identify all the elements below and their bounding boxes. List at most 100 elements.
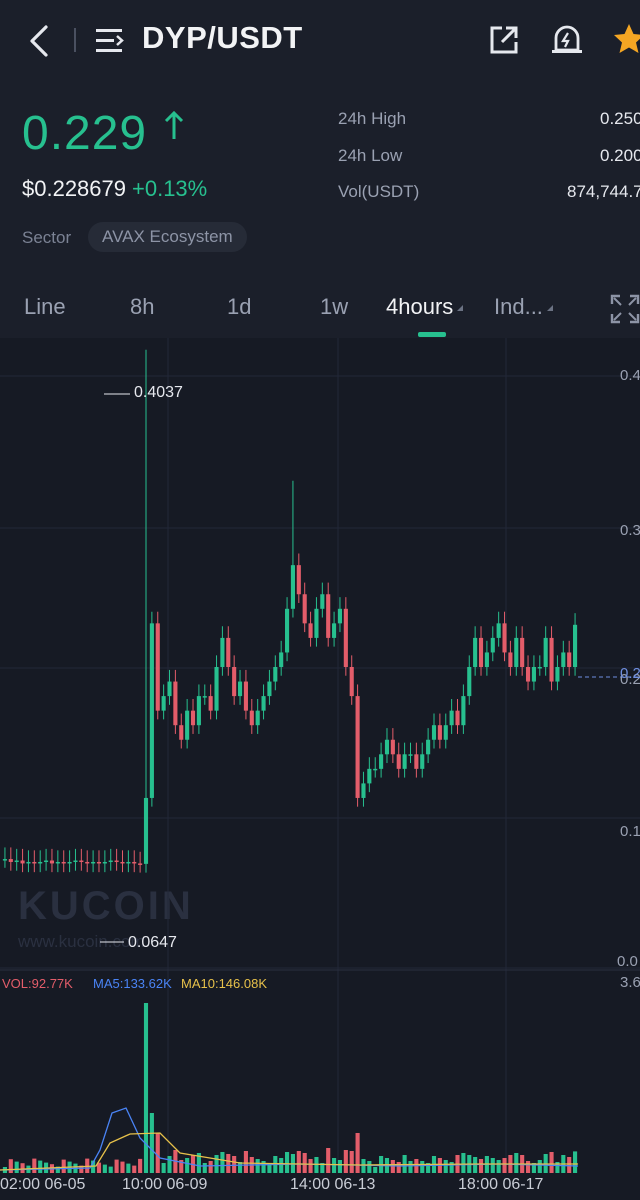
- tab-1d[interactable]: 1d: [227, 294, 252, 319]
- candle-body: [190, 710, 196, 726]
- candle-body: [232, 667, 237, 697]
- volume-bar: [108, 1166, 113, 1173]
- volume-bar: [220, 1152, 225, 1173]
- y-axis-label: 0.2: [620, 671, 640, 688]
- candle-body: [384, 739, 390, 755]
- volume-bar: [8, 1159, 13, 1173]
- candle-body: [20, 860, 25, 864]
- volume-bar: [478, 1159, 484, 1173]
- volume-bar: [167, 1156, 172, 1173]
- kucoin-watermark: KUCOIN: [18, 884, 194, 928]
- candle-body: [214, 667, 219, 711]
- volume-bar: [367, 1161, 372, 1173]
- candle-body: [161, 696, 166, 711]
- volume-bar: [308, 1159, 313, 1173]
- candle-body: [255, 710, 260, 726]
- volume-bar: [567, 1157, 572, 1173]
- tab-indicators[interactable]: Ind...: [494, 294, 553, 320]
- stat-high-value: 0.250: [600, 109, 640, 128]
- price-change: +0.13%: [132, 176, 208, 201]
- candle-body: [38, 861, 43, 864]
- low-price-marker: 0.0647: [128, 934, 177, 951]
- volume-bar: [267, 1163, 272, 1173]
- volume-bar: [61, 1159, 66, 1173]
- candle-body: [525, 667, 531, 682]
- tab-1w[interactable]: 1w: [320, 294, 349, 319]
- dropdown-caret-icon: [546, 305, 553, 312]
- candle-body: [302, 594, 307, 624]
- star-icon[interactable]: [612, 22, 640, 56]
- volume-bar: [143, 1003, 149, 1173]
- usd-price: $0.228679 +0.13%: [22, 176, 208, 201]
- current-price-tag: 0.2: [620, 665, 640, 682]
- volume-bar: [296, 1151, 301, 1173]
- candle-body: [132, 861, 137, 864]
- volume-bar: [202, 1163, 207, 1173]
- candle-body: [167, 681, 172, 697]
- y-axis-label: 0.0: [617, 953, 638, 970]
- x-axis-label: 10:00 06-09: [122, 1176, 208, 1193]
- volume-bar: [490, 1158, 495, 1173]
- volume-bar: [343, 1150, 348, 1173]
- volume-bar: [426, 1163, 431, 1173]
- candle-body: [561, 652, 566, 667]
- volume-bar: [120, 1161, 125, 1173]
- top-bar: DYP/USDT: [0, 0, 640, 82]
- volume-bar: [285, 1152, 290, 1173]
- volume-bar: [91, 1160, 96, 1173]
- candle-body: [502, 623, 507, 653]
- candle-body: [508, 652, 513, 667]
- candle-body: [531, 667, 536, 682]
- chart-area[interactable]: [0, 338, 640, 1200]
- kucoin-watermark-url: www.kucoin.com: [18, 932, 145, 951]
- candle-body: [408, 754, 413, 756]
- candle-body: [208, 696, 213, 711]
- candle-body: [14, 860, 19, 863]
- candle-body: [26, 861, 31, 864]
- candle-body: [473, 637, 478, 667]
- candle-body: [332, 623, 337, 638]
- candle-body: [373, 768, 378, 771]
- candle-body: [173, 681, 178, 726]
- back-icon[interactable]: [26, 24, 54, 58]
- volume-bar: [314, 1157, 319, 1173]
- candle-body: [349, 667, 354, 697]
- y-axis-label: 0.1: [620, 823, 640, 840]
- share-icon[interactable]: [488, 24, 520, 56]
- candle-body: [8, 859, 13, 862]
- menu-icon[interactable]: [94, 26, 126, 56]
- sector-chip[interactable]: AVAX Ecosystem: [88, 222, 247, 252]
- tab-8h[interactable]: 8h: [130, 294, 155, 319]
- volume-bar: [79, 1165, 84, 1173]
- volume-bar: [332, 1158, 337, 1173]
- candle-body: [455, 710, 460, 726]
- ma5-legend: MA5:133.62K: [93, 976, 172, 991]
- volume-bar: [302, 1153, 307, 1173]
- vol-legend: VOL:92.77K: [2, 976, 73, 991]
- volume-bar: [126, 1163, 131, 1173]
- ma10-legend: MA10:146.08K: [181, 976, 268, 991]
- candle-body: [490, 637, 495, 653]
- volume-bar: [461, 1153, 466, 1173]
- fullscreen-icon[interactable]: [610, 294, 640, 324]
- volume-bar: [138, 1158, 143, 1173]
- pair-title[interactable]: DYP/USDT: [142, 20, 303, 55]
- volume-bar: [114, 1159, 119, 1173]
- candlestick-chart[interactable]: [0, 338, 640, 1200]
- candle-body: [573, 624, 578, 667]
- candle-body: [2, 859, 7, 861]
- candle-body: [114, 860, 119, 863]
- tab-4hours[interactable]: 4hours: [386, 294, 464, 320]
- volume-bar: [208, 1161, 213, 1173]
- candle-body: [478, 637, 484, 667]
- alert-bell-icon[interactable]: [550, 22, 584, 56]
- tab-line[interactable]: Line: [24, 294, 66, 319]
- volume-bar: [373, 1167, 378, 1173]
- volume-bar: [14, 1161, 19, 1173]
- dropdown-caret-icon: [457, 305, 464, 312]
- candle-body: [420, 754, 425, 769]
- candle-body: [73, 860, 78, 863]
- candle-body: [155, 623, 160, 711]
- candle-body: [149, 623, 154, 798]
- candle-body: [273, 667, 278, 682]
